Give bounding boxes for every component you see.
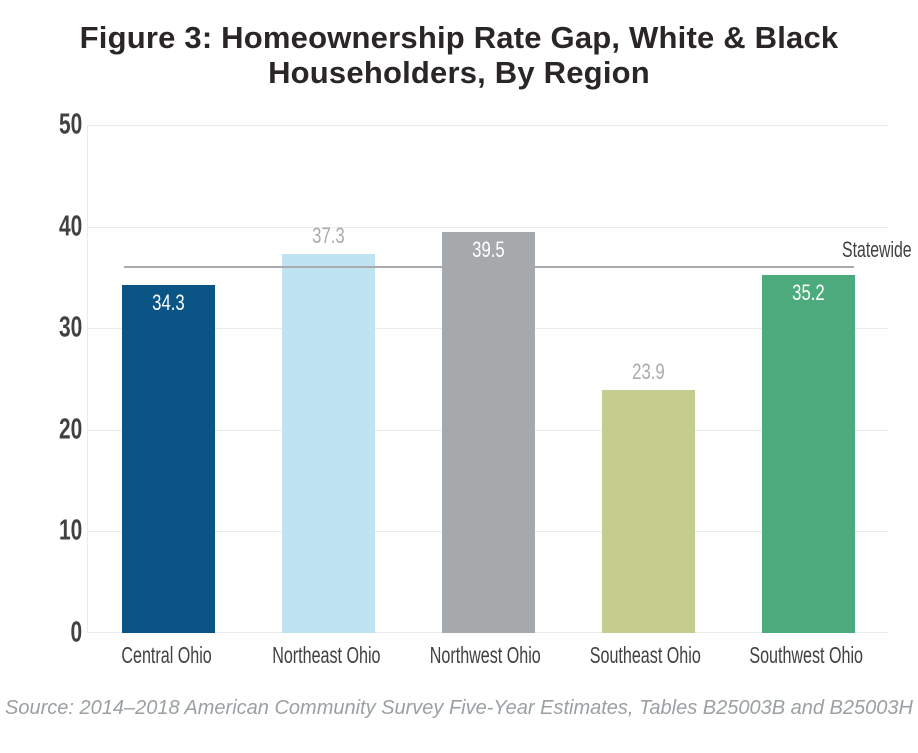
y-tick-label-30: 30	[58, 311, 82, 344]
bar-southwest-ohio: 35.2	[761, 275, 855, 633]
chart-title: Figure 3: Homeownership Rate Gap, White …	[0, 20, 918, 90]
y-tick-label-50: 50	[58, 108, 82, 141]
bars-container: 34.3 37.3 39.5 23.9 35.2	[88, 125, 888, 633]
bar-slot-southwest-ohio: 35.2	[728, 125, 888, 633]
statewide-reference-line	[124, 266, 854, 269]
x-axis-label-southwest-ohio: Southwest Ohio	[748, 642, 863, 668]
x-axis-label-southeast-ohio: Southeast Ohio	[589, 642, 701, 668]
chart-title-line-2: Householders, By Region	[268, 55, 650, 90]
x-axis-label-northeast-ohio: Northeast Ohio	[271, 642, 381, 668]
plot-area: 34.3 37.3 39.5 23.9 35.2 Statewide	[87, 125, 912, 633]
gridline-50	[88, 125, 888, 126]
gridline-40	[88, 226, 888, 228]
chart-title-line-1: Figure 3: Homeownership Rate Gap, White …	[79, 20, 839, 55]
y-axis: 0 10 20 30 40 50	[0, 110, 82, 647]
bar-slot-central-ohio: 34.3	[88, 125, 248, 633]
bar-slot-northwest-ohio: 39.5	[408, 125, 568, 633]
x-axis-label-northwest-ohio: Northwest Ohio	[430, 642, 541, 668]
x-axis-labels: Central Ohio Northeast Ohio Northwest Ohio…	[87, 642, 887, 669]
bar-central-ohio: 34.3	[121, 284, 215, 633]
bar-northwest-ohio: 39.5	[441, 231, 535, 633]
bar-value-label-northeast-ohio: 37.3	[311, 223, 345, 249]
y-tick-label-40: 40	[58, 210, 82, 243]
bar-value-label-southwest-ohio: 35.2	[791, 280, 825, 306]
y-tick-label-20: 20	[58, 413, 82, 446]
source-note: Source: 2014–2018 American Community Sur…	[5, 697, 913, 719]
x-axis-label-central-ohio: Central Ohio	[121, 642, 212, 668]
bar-value-label-central-ohio: 34.3	[151, 289, 185, 315]
statewide-label: Statewide	[842, 237, 912, 263]
y-tick-label-0: 0	[70, 616, 82, 649]
bar-northeast-ohio: 37.3	[281, 225, 375, 633]
bar-value-label-southeast-ohio: 23.9	[631, 359, 665, 385]
bar-value-label-northwest-ohio: 39.5	[471, 236, 505, 262]
bar-southeast-ohio: 23.9	[601, 361, 695, 633]
bar-slot-southeast-ohio: 23.9	[568, 125, 728, 633]
bar-slot-northeast-ohio: 37.3	[248, 125, 408, 633]
y-tick-label-10: 10	[58, 514, 82, 547]
